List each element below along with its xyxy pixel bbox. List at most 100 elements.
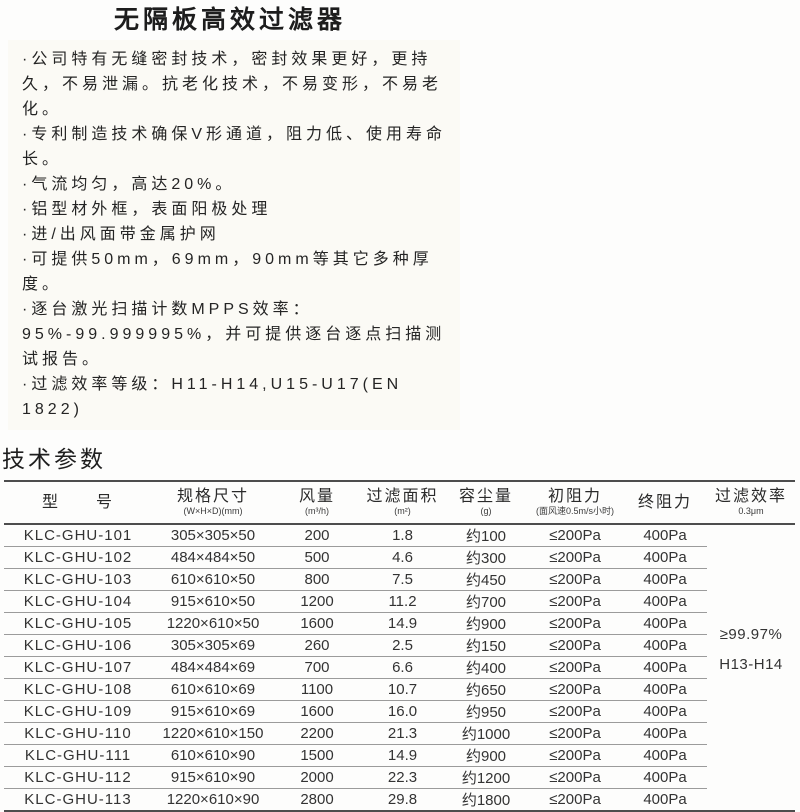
cell-dust: 约650 (445, 678, 527, 701)
cell-airflow: 1500 (274, 744, 360, 767)
feature-item: ·逐台激光扫描计数MPPS效率：95%-99.999995%，并可提供逐台逐点扫… (22, 301, 446, 368)
cell-initial: ≤200Pa (527, 788, 623, 812)
cell-airflow: 2800 (274, 788, 360, 812)
cell-model: KLC-GHU-108 (4, 678, 152, 701)
cell-area: 10.7 (360, 678, 445, 701)
col-header-sub: (g) (480, 506, 492, 516)
feature-item: ·可提供50mm，69mm，90mm等其它多种厚度。 (22, 251, 433, 293)
cell-size: 484×484×69 (152, 656, 274, 679)
cell-initial: ≤200Pa (527, 722, 623, 745)
cell-initial: ≤200Pa (527, 766, 623, 789)
col-header-label: 型 号 (41, 493, 114, 511)
spec-table-header: 型 号 规格尺寸 (W×H×D)(mm) 风量 (m³/h) 过滤面积 (m²)… (4, 480, 795, 525)
cell-size: 484×484×50 (152, 546, 274, 569)
cell-size: 1220×610×50 (152, 612, 274, 635)
cell-area: 16.0 (360, 700, 445, 723)
cell-final: 400Pa (623, 656, 707, 679)
cell-size: 305×305×50 (152, 524, 274, 547)
cell-area: 14.9 (360, 744, 445, 767)
cell-airflow: 700 (274, 656, 360, 679)
cell-size: 915×610×50 (152, 590, 274, 613)
col-header-label: 规格尺寸 (176, 488, 249, 505)
product-sheet: 无隔板高效过滤器 ·公司特有无缝密封技术，密封效果更好，更持久，不易泄漏。抗老化… (2, 6, 795, 812)
cell-initial: ≤200Pa (527, 612, 623, 635)
cell-model: KLC-GHU-113 (4, 788, 152, 812)
cell-efficiency: ≥99.97% H13-H14 (707, 524, 795, 812)
cell-dust: 约450 (445, 568, 527, 591)
cell-dust: 约150 (445, 634, 527, 657)
cell-final: 400Pa (623, 634, 707, 657)
cell-area: 1.8 (360, 524, 445, 547)
table-row: KLC-GHU-105 1220×610×50 1600 14.9 约900 ≤200Pa… (4, 612, 795, 635)
table-row: KLC-GHU-111 610×610×90 1500 14.9 约900 ≤200Pa 4… (4, 744, 795, 767)
feature-item: ·专利制造技术确保V形通道，阻力低、使用寿命长。 (22, 126, 447, 168)
efficiency-block: ≥99.97% H13-H14 (707, 626, 795, 673)
col-header-model: 型 号 (4, 480, 152, 525)
table-row: KLC-GHU-102 484×484×50 500 4.6 约300 ≤200Pa 400… (4, 546, 795, 569)
spec-table-body: KLC-GHU-101 305×305×50 200 1.8 约100 ≤200Pa 400… (4, 524, 795, 812)
table-row: KLC-GHU-109 915×610×69 1600 16.0 约950 ≤200Pa 4… (4, 700, 795, 723)
cell-initial: ≤200Pa (527, 700, 623, 723)
cell-model: KLC-GHU-104 (4, 590, 152, 613)
cell-size: 305×305×69 (152, 634, 274, 657)
cell-final: 400Pa (623, 788, 707, 812)
efficiency-value: ≥99.97% (719, 626, 783, 643)
cell-airflow: 500 (274, 546, 360, 569)
efficiency-grade: H13-H14 (719, 656, 783, 673)
cell-airflow: 2200 (274, 722, 360, 745)
cell-size: 1220×610×90 (152, 788, 274, 812)
cell-airflow: 800 (274, 568, 360, 591)
cell-dust: 约950 (445, 700, 527, 723)
cell-airflow: 260 (274, 634, 360, 657)
cell-initial: ≤200Pa (527, 590, 623, 613)
col-header-label: 终阻力 (637, 493, 692, 511)
cell-area: 7.5 (360, 568, 445, 591)
cell-dust: 约700 (445, 590, 527, 613)
col-header-label: 过滤面积 (366, 488, 439, 505)
col-header-sub: (m³/h) (305, 506, 329, 516)
cell-initial: ≤200Pa (527, 678, 623, 701)
cell-area: 29.8 (360, 788, 445, 812)
cell-initial: ≤200Pa (527, 656, 623, 679)
cell-airflow: 1100 (274, 678, 360, 701)
cell-initial: ≤200Pa (527, 568, 623, 591)
cell-model: KLC-GHU-112 (4, 766, 152, 789)
col-header-airflow: 风量 (m³/h) (274, 480, 360, 525)
cell-model: KLC-GHU-107 (4, 656, 152, 679)
cell-area: 21.3 (360, 722, 445, 745)
cell-dust: 约1000 (445, 722, 527, 745)
cell-final: 400Pa (623, 722, 707, 745)
table-row: KLC-GHU-103 610×610×50 800 7.5 约450 ≤200Pa 400… (4, 568, 795, 591)
col-header-efficiency: 过滤效率 0.3μm (707, 480, 795, 525)
cell-size: 610×610×50 (152, 568, 274, 591)
table-row: KLC-GHU-104 915×610×50 1200 11.2 约700 ≤200Pa 4… (4, 590, 795, 613)
cell-final: 400Pa (623, 612, 707, 635)
col-header-area: 过滤面积 (m²) (360, 480, 445, 525)
cell-final: 400Pa (623, 700, 707, 723)
col-header-size: 规格尺寸 (W×H×D)(mm) (152, 480, 274, 525)
cell-initial: ≤200Pa (527, 634, 623, 657)
cell-final: 400Pa (623, 546, 707, 569)
cell-initial: ≤200Pa (527, 744, 623, 767)
cell-final: 400Pa (623, 744, 707, 767)
col-header-label: 初阻力 (547, 488, 602, 505)
table-row: KLC-GHU-108 610×610×69 1100 10.7 约650 ≤200Pa 4… (4, 678, 795, 701)
cell-size: 915×610×69 (152, 700, 274, 723)
col-header-label: 风量 (298, 488, 335, 505)
cell-dust: 约100 (445, 524, 527, 547)
cell-model: KLC-GHU-105 (4, 612, 152, 635)
col-header-label: 容尘量 (458, 488, 513, 505)
cell-airflow: 200 (274, 524, 360, 547)
feature-list: ·公司特有无缝密封技术，密封效果更好，更持久，不易泄漏。抗老化技术，不易变形，不… (8, 40, 460, 430)
cell-dust: 约1800 (445, 788, 527, 812)
cell-airflow: 2000 (274, 766, 360, 789)
cell-area: 14.9 (360, 612, 445, 635)
cell-area: 22.3 (360, 766, 445, 789)
cell-initial: ≤200Pa (527, 524, 623, 547)
col-header-initial-resistance: 初阻力 (面风速0.5m/s小时) (527, 480, 623, 525)
spec-table: 型 号 规格尺寸 (W×H×D)(mm) 风量 (m³/h) 过滤面积 (m²)… (4, 480, 795, 812)
cell-size: 610×610×69 (152, 678, 274, 701)
cell-model: KLC-GHU-110 (4, 722, 152, 745)
section-title: 技术参数 (2, 446, 106, 472)
cell-model: KLC-GHU-109 (4, 700, 152, 723)
